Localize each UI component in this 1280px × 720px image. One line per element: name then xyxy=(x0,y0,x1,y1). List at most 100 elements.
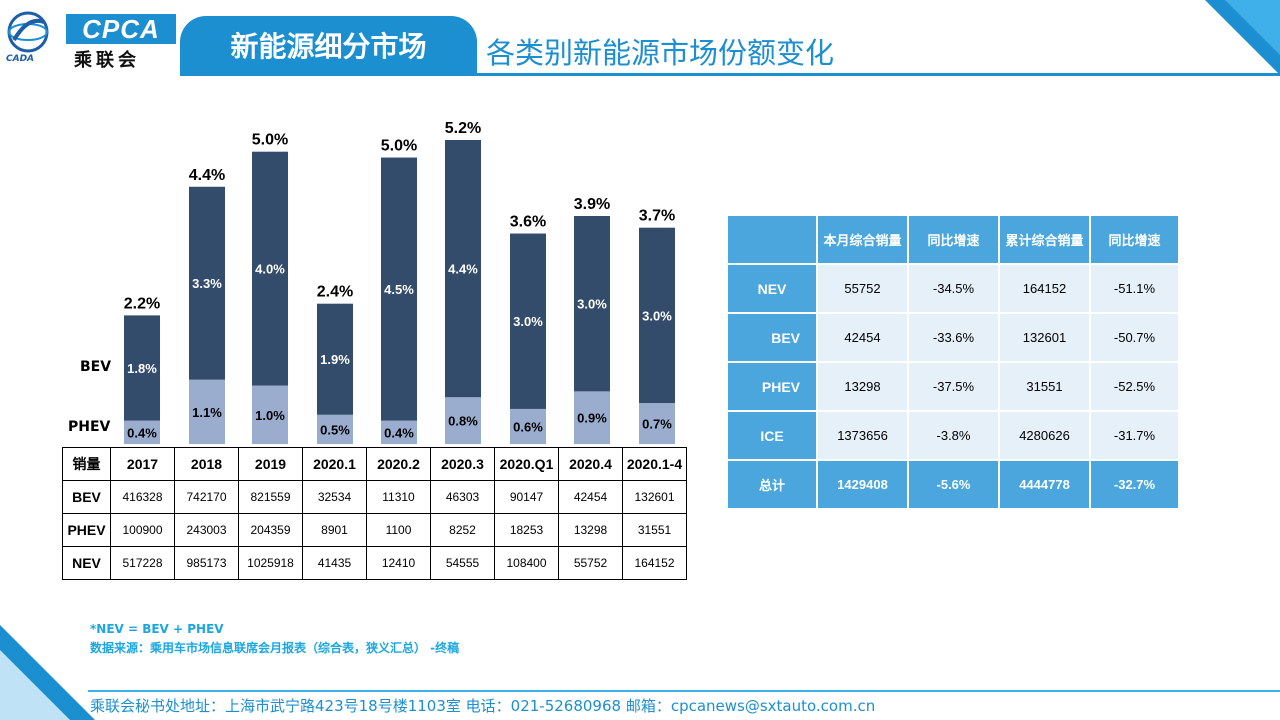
table-cell: 243003 xyxy=(174,513,239,547)
table-cell: 90147 xyxy=(494,480,559,514)
bev-data-label: 4.5% xyxy=(384,282,414,297)
bev-bar xyxy=(252,151,288,386)
table-cell: 13298 xyxy=(816,361,909,412)
summary-header-cell: 累计综合销量 xyxy=(998,214,1091,265)
corner-decoration-top-right-light xyxy=(1225,0,1280,55)
row-label: PHEV xyxy=(62,513,111,547)
total-row: 总计 1429408 -5.6% 4444778 -32.7% xyxy=(726,459,1180,510)
table-cell: 821559 xyxy=(238,480,303,514)
bev-bar xyxy=(445,140,481,398)
sales-col-header: 2020.1 xyxy=(302,447,367,481)
phev-bar xyxy=(574,391,610,444)
sales-col-header: 2018 xyxy=(174,447,239,481)
table-cell: 517228 xyxy=(110,546,175,580)
table-cell: 1373656 xyxy=(816,410,909,461)
total-data-label: 3.9% xyxy=(574,196,610,213)
corner-decoration-bottom-left-light xyxy=(0,650,70,720)
logo-chinese-text: 乘联会 xyxy=(74,50,140,71)
bev-data-label: 4.0% xyxy=(255,262,285,277)
table-cell: 42454 xyxy=(816,312,909,363)
table-cell: 46303 xyxy=(430,480,495,514)
phev-bar xyxy=(639,403,675,444)
footer-divider xyxy=(88,690,1280,692)
phev-data-label: 0.4% xyxy=(127,425,157,440)
table-cell: 55752 xyxy=(558,546,623,580)
phev-data-label: 0.5% xyxy=(320,422,350,437)
row-label: NEV xyxy=(726,263,818,314)
bev-data-label: 3.0% xyxy=(577,297,607,312)
phev-data-label: 1.1% xyxy=(192,405,222,420)
phev-data-label: 0.6% xyxy=(513,419,543,434)
phev-bar xyxy=(381,420,417,444)
table-cell: 13298 xyxy=(558,513,623,547)
table-cell: 11310 xyxy=(366,480,431,514)
table-cell: -33.6% xyxy=(907,312,1000,363)
total-data-label: 2.2% xyxy=(124,295,160,312)
table-cell: 8901 xyxy=(302,513,367,547)
phev-bar xyxy=(510,408,546,444)
bev-bar xyxy=(124,315,160,421)
summary-header-cell xyxy=(726,214,818,265)
total-label: 总计 xyxy=(726,459,818,510)
table-cell: 100900 xyxy=(110,513,175,547)
phev-data-label: 0.7% xyxy=(642,417,672,432)
table-cell: 132601 xyxy=(622,480,687,514)
sales-col-header: 2020.1-4 xyxy=(622,447,687,481)
bev-data-label: 3.3% xyxy=(192,276,222,291)
summary-table-header: 本月综合销量 同比增速 累计综合销量 同比增速 xyxy=(726,214,1180,265)
table-cell: 204359 xyxy=(238,513,303,547)
logo-sub-text: CADA xyxy=(6,54,35,64)
sales-col-header: 2017 xyxy=(110,447,175,481)
bev-data-label: 3.0% xyxy=(642,308,672,323)
table-cell: 55752 xyxy=(816,263,909,314)
table-cell: 32534 xyxy=(302,480,367,514)
table-cell: -51.1% xyxy=(1089,263,1180,314)
page-title: 新能源细分市场 xyxy=(180,16,477,76)
total-data-label: 4.4% xyxy=(189,167,225,184)
table-cell: -31.7% xyxy=(1089,410,1180,461)
bev-data-label: 1.9% xyxy=(320,352,350,367)
table-cell: 12410 xyxy=(366,546,431,580)
phev-data-label: 1.0% xyxy=(255,408,285,423)
table-cell: 742170 xyxy=(174,480,239,514)
table-cell: 164152 xyxy=(998,263,1091,314)
sales-col-header: 2020.2 xyxy=(366,447,431,481)
phev-bar xyxy=(252,385,288,444)
table-cell: 8252 xyxy=(430,513,495,547)
phev-data-label: 0.8% xyxy=(448,414,478,429)
sales-table: 销量 2017 2018 2019 2020.1 2020.2 2020.3 2… xyxy=(62,447,687,580)
phev-data-label: 0.9% xyxy=(577,411,607,426)
bev-data-label: 3.0% xyxy=(513,314,543,329)
bev-data-label: 4.4% xyxy=(448,262,478,277)
phev-data-label: 0.4% xyxy=(384,425,414,440)
row-label: BEV xyxy=(62,480,111,514)
table-cell: 1100 xyxy=(366,513,431,547)
table-row: PHEV 13298 -37.5% 31551 -52.5% xyxy=(726,361,1180,412)
globe-logo-icon xyxy=(7,11,49,53)
table-row: ICE 1373656 -3.8% 4280626 -31.7% xyxy=(726,410,1180,461)
bev-bar xyxy=(510,233,546,409)
table-cell: -50.7% xyxy=(1089,312,1180,363)
table-cell: -37.5% xyxy=(907,361,1000,412)
phev-legend-label: PHEV xyxy=(68,419,111,435)
table-row: NEV 517228 985173 1025918 41435 12410 54… xyxy=(62,546,687,580)
summary-header-cell: 同比增速 xyxy=(907,214,1000,265)
table-cell: 985173 xyxy=(174,546,239,580)
table-row: PHEV 100900 243003 204359 8901 1100 8252… xyxy=(62,513,687,547)
table-cell: -5.6% xyxy=(907,459,1000,510)
total-data-label: 3.7% xyxy=(639,208,675,225)
sales-col-header: 2020.4 xyxy=(558,447,623,481)
bev-data-label: 1.8% xyxy=(127,361,157,376)
formula-note: *NEV = BEV + PHEV xyxy=(90,622,224,636)
table-cell: 54555 xyxy=(430,546,495,580)
table-cell: 1429408 xyxy=(816,459,909,510)
logo-cpca-text: CPCA xyxy=(66,14,176,44)
row-label: ICE xyxy=(726,410,818,461)
table-cell: 42454 xyxy=(558,480,623,514)
table-cell: 132601 xyxy=(998,312,1091,363)
table-cell: 164152 xyxy=(622,546,687,580)
table-cell: 4444778 xyxy=(998,459,1091,510)
title-underline xyxy=(180,73,1280,76)
table-row: NEV 55752 -34.5% 164152 -51.1% xyxy=(726,263,1180,314)
phev-bar xyxy=(317,414,353,444)
